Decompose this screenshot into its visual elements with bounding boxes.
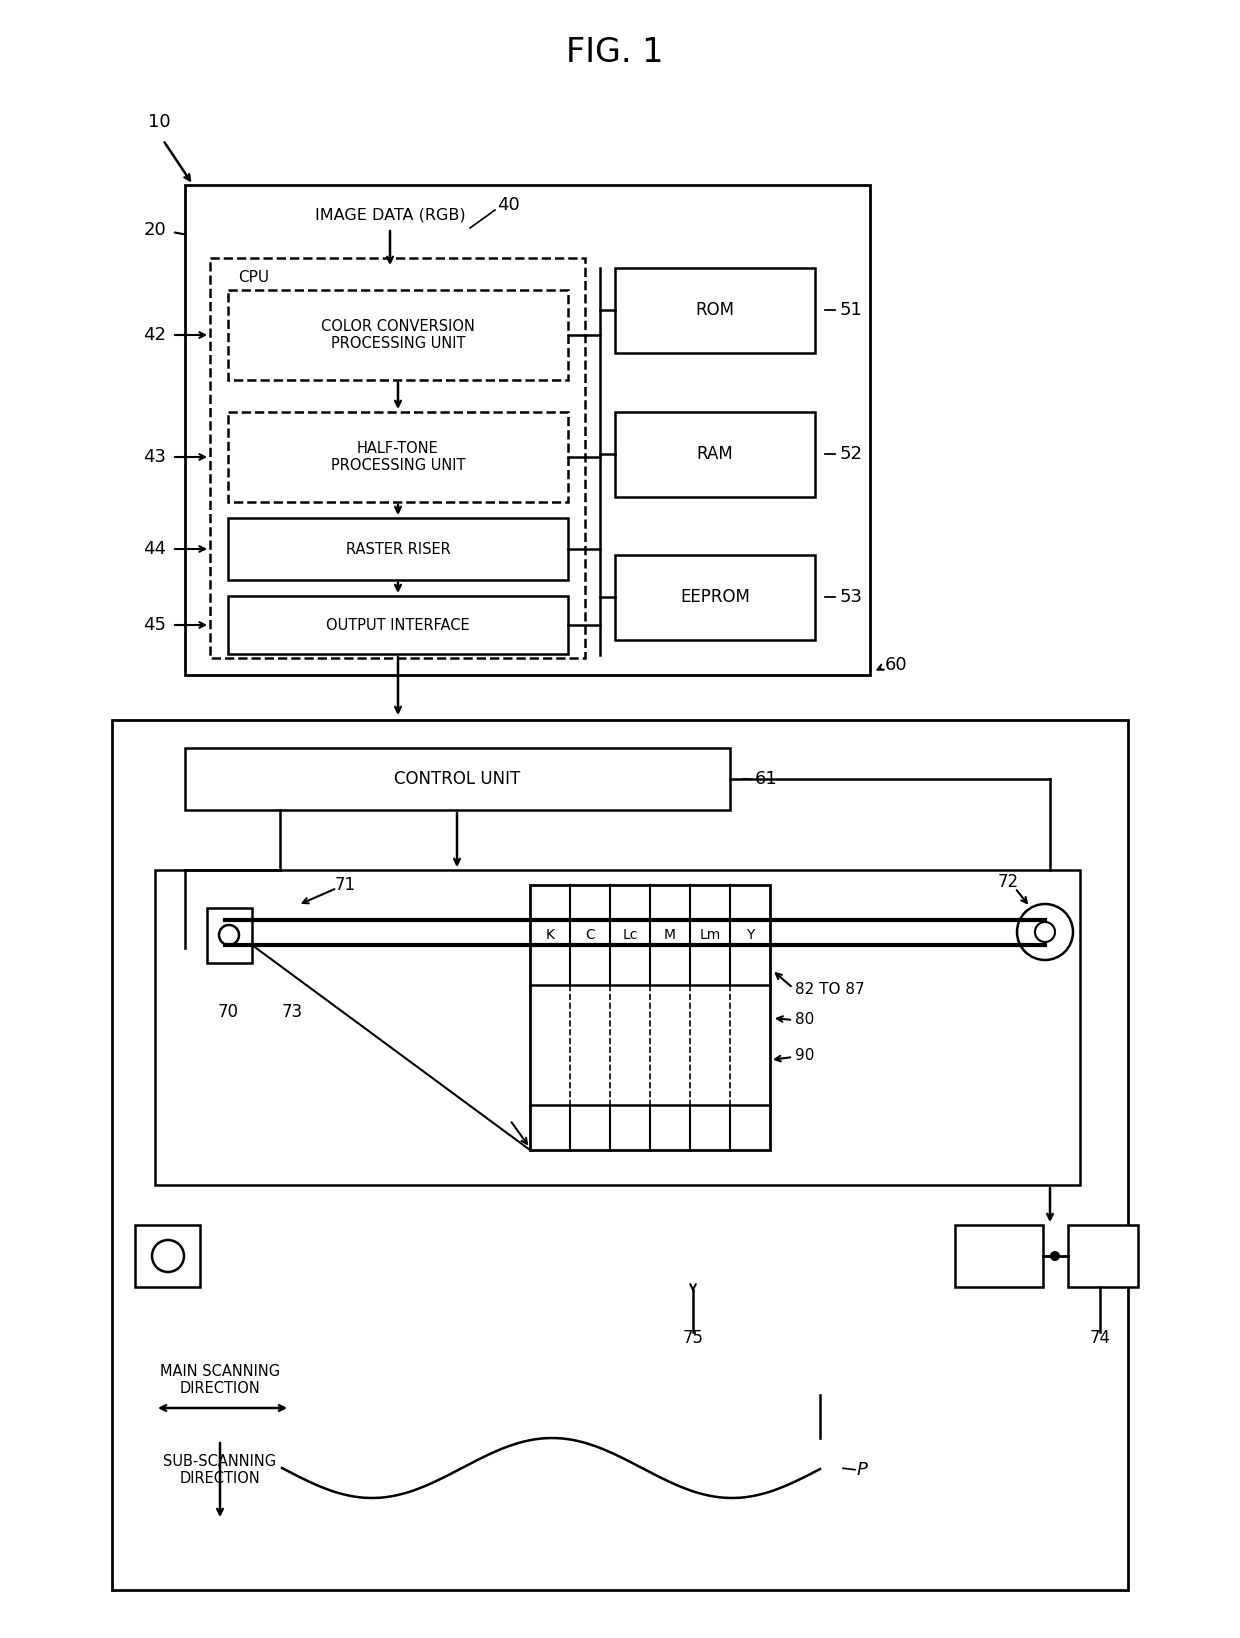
Text: SUB-SCANNING
DIRECTION: SUB-SCANNING DIRECTION xyxy=(164,1455,277,1486)
Bar xyxy=(112,721,1128,1590)
Text: OUTPUT INTERFACE: OUTPUT INTERFACE xyxy=(326,618,470,632)
Text: 40: 40 xyxy=(497,197,520,215)
Bar xyxy=(955,1225,1043,1287)
Text: 43: 43 xyxy=(144,449,166,465)
Text: MAIN SCANNING
DIRECTION: MAIN SCANNING DIRECTION xyxy=(160,1364,280,1396)
Text: 10: 10 xyxy=(148,113,171,131)
Text: 73: 73 xyxy=(281,1002,303,1020)
Text: 82 TO 87: 82 TO 87 xyxy=(795,983,864,998)
Bar xyxy=(155,870,1080,1184)
Text: 90: 90 xyxy=(795,1047,815,1063)
Bar xyxy=(228,518,568,580)
Text: M: M xyxy=(663,929,676,942)
Text: 52: 52 xyxy=(839,446,863,464)
Bar xyxy=(185,185,870,675)
Text: HALF-TONE
PROCESSING UNIT: HALF-TONE PROCESSING UNIT xyxy=(331,441,465,473)
Text: 53: 53 xyxy=(839,588,863,606)
Bar xyxy=(615,555,815,640)
Text: CONTROL UNIT: CONTROL UNIT xyxy=(394,770,520,788)
Bar xyxy=(228,290,568,380)
Text: 61: 61 xyxy=(755,770,777,788)
Bar xyxy=(185,749,730,811)
Bar xyxy=(529,885,770,1150)
Text: 74: 74 xyxy=(1090,1328,1111,1346)
Text: 70: 70 xyxy=(217,1002,238,1020)
Text: RAM: RAM xyxy=(697,446,733,464)
Text: Lm: Lm xyxy=(699,929,720,942)
Text: CPU: CPU xyxy=(238,270,269,285)
Text: ROM: ROM xyxy=(696,301,734,319)
Text: 75: 75 xyxy=(682,1328,703,1346)
Text: COLOR CONVERSION
PROCESSING UNIT: COLOR CONVERSION PROCESSING UNIT xyxy=(321,319,475,351)
Text: Y: Y xyxy=(745,929,754,942)
Text: 44: 44 xyxy=(144,541,166,559)
Bar xyxy=(1068,1225,1138,1287)
Text: IMAGE DATA (RGB): IMAGE DATA (RGB) xyxy=(315,208,465,223)
Text: C: C xyxy=(585,929,595,942)
Text: Lc: Lc xyxy=(622,929,637,942)
Bar xyxy=(615,413,815,496)
Bar xyxy=(210,259,585,658)
Text: 45: 45 xyxy=(144,616,166,634)
Text: RASTER RISER: RASTER RISER xyxy=(346,542,450,557)
Text: 51: 51 xyxy=(839,301,863,319)
Text: 80: 80 xyxy=(795,1012,815,1027)
Text: 42: 42 xyxy=(144,326,166,344)
Bar xyxy=(615,269,815,354)
Bar xyxy=(228,596,568,654)
Text: P: P xyxy=(857,1461,868,1479)
Text: 20: 20 xyxy=(144,221,166,239)
Text: 72: 72 xyxy=(997,873,1018,891)
Text: EEPROM: EEPROM xyxy=(680,588,750,606)
Bar xyxy=(228,413,568,501)
Circle shape xyxy=(1050,1251,1060,1261)
Bar xyxy=(207,907,252,963)
Text: FIG. 1: FIG. 1 xyxy=(567,36,663,69)
Text: 60: 60 xyxy=(885,655,908,673)
Bar xyxy=(135,1225,200,1287)
Text: 71: 71 xyxy=(335,876,356,894)
Text: K: K xyxy=(546,929,554,942)
